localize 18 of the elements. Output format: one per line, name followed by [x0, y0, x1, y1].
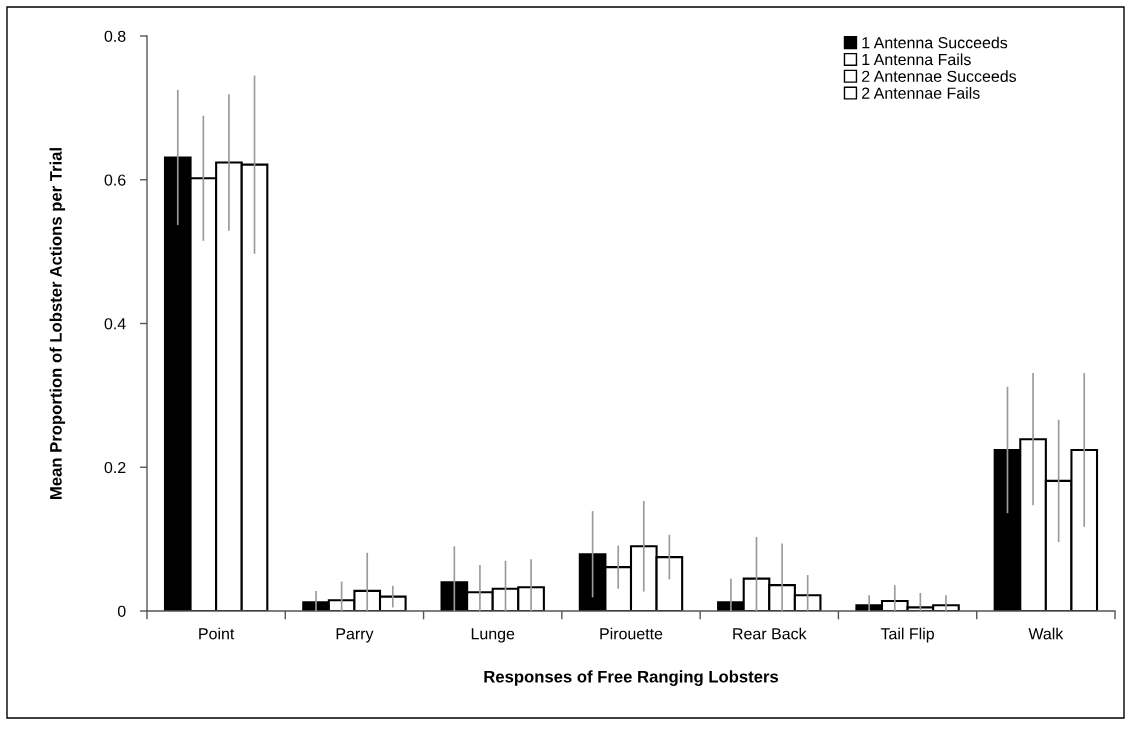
y-tick-label: 0.8 [104, 30, 126, 42]
legend-label: 1 Antenna Succeeds [862, 36, 1008, 49]
x-tick-label: Rear Back [733, 627, 807, 640]
legend-label: 1 Antenna Fails [862, 53, 971, 66]
y-axis-title: Mean Proportion of Lobster Actions per Trial [49, 148, 66, 499]
legend-label: 2 Antennae Succeeds [862, 70, 1017, 82]
y-tick-label: 0 [117, 605, 126, 617]
x-tick-label: Tail Flip [880, 627, 934, 643]
legend-label: 2 Antennae Fails [862, 87, 980, 99]
x-tick-label: Lunge [471, 628, 515, 643]
x-axis-title: Responses of Free Ranging Lobsters [484, 670, 779, 686]
y-tick-label: 0.2 [104, 461, 126, 474]
x-tick-label: Parry [336, 628, 374, 643]
x-tick-label: Walk [1028, 627, 1064, 640]
x-tick-label: Point [199, 627, 235, 640]
y-tick-label: 0.6 [104, 174, 126, 186]
x-tick-label: Pirouette [600, 627, 663, 640]
y-tick-label: 0.4 [104, 318, 126, 330]
